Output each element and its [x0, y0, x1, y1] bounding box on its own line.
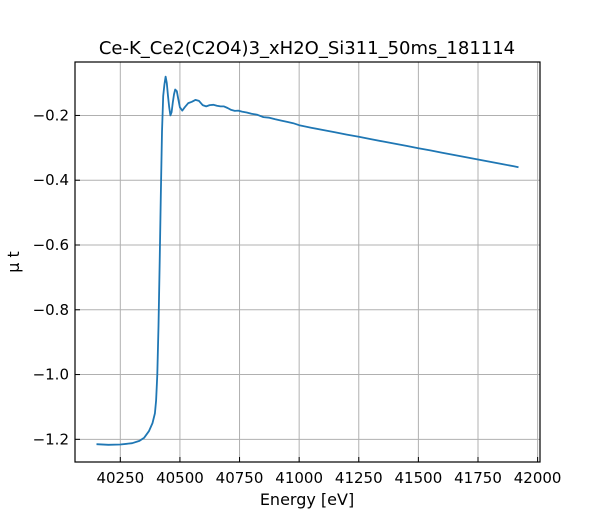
chart-title: Ce-K_Ce2(C2O4)3_xH2O_Si311_50ms_181114 — [99, 38, 515, 59]
y-axis: −1.2 −1.0 −0.8 −0.6 −0.4 −0.2 — [33, 106, 80, 448]
grid — [75, 62, 540, 462]
x-axis-title: Energy [eV] — [260, 490, 354, 509]
y-tick-label: −0.4 — [33, 171, 69, 189]
x-tick-label: 41000 — [275, 469, 323, 487]
x-tick-label: 41250 — [335, 469, 383, 487]
y-axis-title: μ t — [4, 251, 23, 273]
y-tick-label: −0.2 — [33, 106, 69, 124]
y-tick-label: −1.2 — [33, 430, 69, 448]
series-line-0 — [96, 75, 519, 446]
x-tick-label: 41750 — [454, 469, 502, 487]
x-tick-label: 42000 — [514, 469, 562, 487]
x-tick-label: 40250 — [96, 469, 144, 487]
plot-frame — [74, 61, 541, 463]
x-tick-label: 41500 — [395, 469, 443, 487]
y-tick-label: −0.8 — [33, 301, 69, 319]
x-axis: 40250 40500 40750 41000 41250 41500 41750 42000 — [96, 457, 561, 487]
y-tick-label: −0.6 — [33, 236, 69, 254]
series-layer — [96, 75, 519, 446]
x-tick-label: 40750 — [216, 469, 264, 487]
x-tick-label: 40500 — [156, 469, 204, 487]
y-tick-label: −1.0 — [33, 366, 69, 384]
